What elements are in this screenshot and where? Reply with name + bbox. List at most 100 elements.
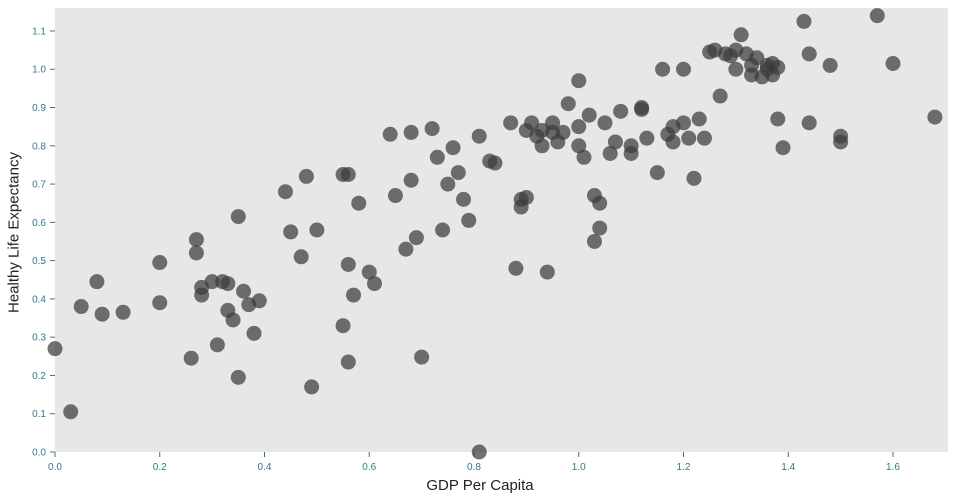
data-point	[607, 134, 623, 150]
data-point	[152, 295, 168, 311]
data-point	[304, 379, 320, 395]
data-point	[94, 306, 110, 322]
data-point	[335, 318, 351, 334]
data-point	[424, 121, 440, 137]
data-point	[676, 61, 692, 77]
data-point	[220, 276, 236, 292]
data-point	[183, 350, 199, 366]
data-point	[691, 111, 707, 127]
data-point	[309, 222, 325, 238]
y-tick-label: 0.3	[32, 333, 46, 344]
data-point	[775, 140, 791, 156]
data-point	[63, 404, 79, 420]
data-point	[236, 283, 252, 299]
data-point	[361, 264, 377, 280]
data-point	[749, 50, 765, 66]
data-point	[209, 337, 225, 353]
data-point	[696, 130, 712, 146]
data-point	[398, 241, 414, 257]
data-point	[571, 138, 587, 154]
y-tick-label: 0.7	[32, 180, 46, 191]
y-tick-label: 0.5	[32, 256, 46, 267]
data-point	[450, 165, 466, 181]
data-point	[597, 115, 613, 131]
x-tick-label: 0.2	[153, 462, 167, 473]
data-point	[204, 274, 220, 290]
data-point	[487, 155, 503, 171]
data-point	[73, 299, 89, 315]
data-point	[340, 167, 356, 182]
data-point	[408, 230, 424, 246]
data-point	[340, 256, 356, 272]
data-point	[351, 195, 367, 211]
data-point	[665, 134, 681, 150]
data-point	[471, 444, 487, 460]
data-point	[382, 126, 398, 142]
data-point	[592, 220, 608, 236]
x-tick-label: 0.0	[48, 462, 62, 473]
data-point	[115, 304, 131, 320]
data-point	[576, 149, 592, 165]
data-point	[586, 233, 602, 249]
x-tick-label: 0.6	[362, 462, 376, 473]
y-tick-label: 0.1	[32, 409, 46, 420]
data-point	[676, 115, 692, 131]
data-point	[366, 276, 382, 292]
y-tick-label: 0.8	[32, 141, 46, 152]
x-tick-label: 0.8	[467, 462, 481, 473]
data-point	[770, 59, 786, 75]
data-point	[225, 312, 241, 328]
data-point	[461, 212, 477, 228]
data-point	[445, 140, 461, 156]
data-point	[728, 61, 744, 77]
data-point	[733, 27, 749, 43]
data-point	[649, 165, 665, 181]
data-point	[194, 287, 210, 303]
data-point	[555, 124, 571, 140]
data-point	[387, 188, 403, 204]
data-point	[613, 103, 629, 119]
x-tick-label: 1.0	[572, 462, 586, 473]
data-point	[435, 222, 451, 238]
data-point	[560, 96, 576, 112]
data-point	[833, 134, 849, 150]
data-point	[230, 209, 246, 225]
data-point	[89, 274, 105, 290]
data-point	[770, 111, 786, 127]
data-point	[277, 184, 293, 200]
data-point	[801, 115, 817, 131]
data-point	[539, 264, 555, 280]
data-point	[508, 260, 524, 276]
data-point	[602, 145, 618, 161]
data-point	[686, 170, 702, 186]
data-point	[571, 119, 587, 135]
data-point	[440, 176, 456, 192]
data-point	[581, 107, 597, 123]
x-axis-label: GDP Per Capita	[426, 477, 534, 494]
data-point	[681, 130, 697, 146]
data-point	[293, 249, 309, 265]
data-point	[571, 73, 587, 89]
data-point	[471, 128, 487, 144]
x-tick-label: 0.4	[258, 462, 272, 473]
data-point	[429, 149, 445, 165]
data-point	[623, 145, 639, 161]
y-tick-label: 1.1	[32, 26, 46, 37]
y-tick-label: 0.4	[32, 294, 46, 305]
data-point	[534, 138, 550, 154]
data-point	[524, 115, 540, 131]
data-point	[592, 195, 608, 211]
data-point	[188, 232, 204, 248]
data-point	[403, 172, 419, 188]
data-point	[518, 189, 534, 205]
data-point	[251, 293, 267, 309]
data-point	[822, 57, 838, 73]
data-point	[927, 109, 943, 125]
data-point	[230, 369, 246, 385]
y-axis-label: Healthy Life Expectancy	[5, 152, 23, 313]
y-tick-label: 0.6	[32, 218, 46, 229]
data-point	[283, 224, 299, 240]
data-point	[246, 325, 262, 341]
data-point	[655, 61, 671, 77]
